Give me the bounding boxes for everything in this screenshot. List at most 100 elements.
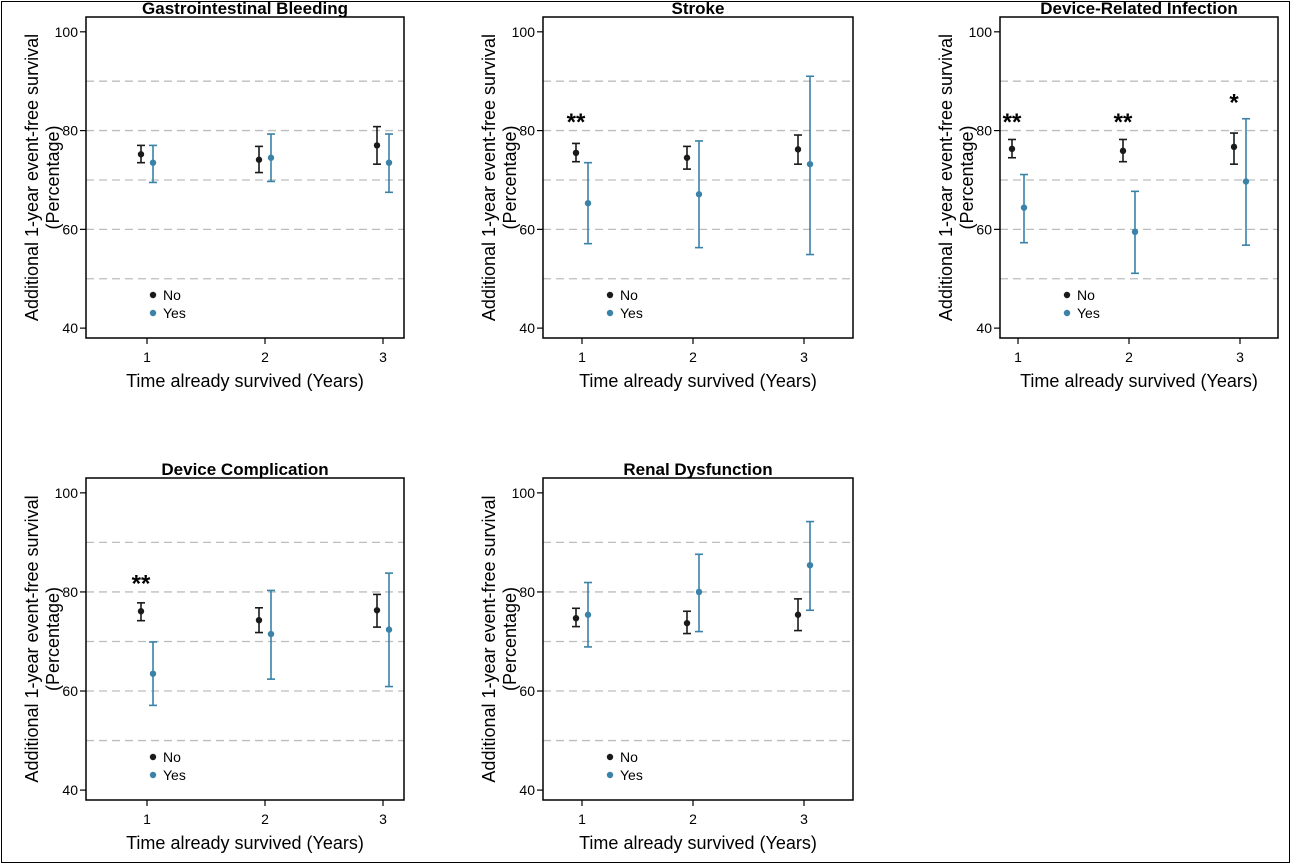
- x-tick-label: 1: [578, 811, 586, 827]
- plot-frame: [542, 477, 854, 801]
- chart-title: Device-Related Infection: [1040, 0, 1237, 18]
- x-tick-label: 3: [800, 349, 808, 365]
- legend-label: No: [620, 749, 638, 765]
- significance-marker: **: [567, 109, 586, 136]
- x-tick-label: 3: [1236, 349, 1244, 365]
- data-point: [695, 588, 703, 596]
- y-tick-label: 80: [976, 123, 992, 139]
- chart-title: Device Complication: [161, 460, 328, 479]
- y-tick-label: 100: [512, 24, 536, 40]
- data-point: [385, 159, 393, 166]
- significance-marker: **: [1114, 109, 1133, 136]
- y-tick-label: 80: [519, 123, 535, 139]
- legend-marker: [149, 309, 157, 317]
- y-axis-label: Additional 1-year event-free survival: [479, 495, 499, 782]
- y-tick-label: 40: [62, 782, 78, 798]
- y-tick-label: 40: [62, 320, 78, 336]
- y-tick-label: 80: [62, 123, 78, 139]
- legend-marker: [606, 309, 614, 317]
- legend-label: Yes: [1077, 305, 1100, 321]
- chart-panel: 40 60 80 100 1 2 3 Renal Dysfunction Time alread…: [479, 460, 854, 853]
- legend-label: Yes: [620, 767, 643, 783]
- y-tick-label: 100: [969, 24, 993, 40]
- y-axis-label: Additional 1-year event-free survival: [479, 34, 499, 321]
- y-axis-label: Additional 1-year event-free survival: [22, 495, 42, 782]
- y-axis-label-line2: (Percentage): [957, 125, 977, 229]
- data-point: [1020, 204, 1028, 211]
- x-tick-label: 1: [143, 811, 151, 827]
- y-axis-label-line2: (Percentage): [43, 587, 63, 691]
- data-point: [137, 151, 145, 158]
- y-axis-label: Additional 1-year event-free survival: [936, 34, 956, 321]
- data-point: [794, 611, 802, 618]
- legend-label: No: [1077, 287, 1095, 303]
- x-tick-label: 2: [689, 811, 697, 827]
- significance-marker: **: [1003, 109, 1022, 136]
- x-axis-label: Time already survived (Years): [126, 371, 364, 391]
- legend-marker: [1063, 291, 1071, 299]
- y-tick-label: 40: [976, 320, 992, 336]
- legend-label: Yes: [163, 305, 186, 321]
- data-point: [149, 159, 157, 166]
- y-tick-label: 100: [55, 24, 79, 40]
- data-point: [1230, 143, 1238, 151]
- y-tick-label: 40: [519, 320, 535, 336]
- x-tick-label: 1: [143, 349, 151, 365]
- chart-title: Stroke: [672, 0, 725, 18]
- x-axis-label: Time already survived (Years): [579, 371, 817, 391]
- chart-title: Renal Dysfunction: [623, 460, 772, 479]
- x-tick-label: 1: [578, 349, 586, 365]
- data-point: [584, 199, 592, 207]
- data-point: [683, 619, 691, 627]
- significance-marker: *: [1229, 90, 1239, 117]
- x-axis-label: Time already survived (Years): [126, 833, 364, 853]
- y-axis-label-line2: (Percentage): [500, 125, 520, 229]
- data-point: [1119, 147, 1127, 155]
- data-point: [385, 626, 393, 633]
- x-tick-label: 1: [1014, 349, 1022, 365]
- plot-frame: [999, 16, 1279, 339]
- y-tick-label: 60: [519, 683, 535, 699]
- x-tick-label: 2: [689, 349, 697, 365]
- legend-marker: [606, 771, 614, 779]
- y-tick-label: 60: [62, 221, 78, 237]
- data-point: [1131, 228, 1139, 236]
- data-point: [584, 611, 592, 618]
- legend-marker: [606, 291, 614, 299]
- y-tick-label: 80: [62, 584, 78, 600]
- legend-marker: [149, 291, 157, 299]
- x-tick-label: 2: [261, 811, 269, 827]
- data-point: [806, 561, 814, 569]
- y-axis-label-line2: (Percentage): [43, 125, 63, 229]
- legend-marker: [149, 753, 157, 761]
- chart-panel: 40 60 80 100 1 2 3 Device Complication Time alre…: [22, 460, 405, 853]
- chart-title: Gastrointestinal Bleeding: [142, 0, 348, 18]
- legend-label: No: [163, 749, 181, 765]
- x-tick-label: 2: [261, 349, 269, 365]
- significance-marker: **: [132, 570, 151, 597]
- data-point: [1008, 145, 1016, 153]
- legend-marker: [1063, 309, 1071, 317]
- plot-frame: [85, 16, 405, 339]
- y-axis-label: Additional 1-year event-free survival: [22, 34, 42, 321]
- data-point: [695, 191, 703, 198]
- x-axis-label: Time already survived (Years): [1020, 371, 1258, 391]
- data-point: [806, 160, 814, 168]
- data-point: [373, 142, 381, 149]
- data-point: [572, 149, 580, 157]
- y-tick-label: 100: [512, 485, 536, 501]
- y-tick-label: 100: [55, 485, 79, 501]
- x-axis-label: Time already survived (Years): [579, 833, 817, 853]
- legend-label: No: [620, 287, 638, 303]
- chart-panel: 40 60 80 100 1 2 3 Stroke Time already survived …: [479, 0, 854, 391]
- legend-label: Yes: [620, 305, 643, 321]
- y-tick-label: 60: [519, 221, 535, 237]
- data-point: [149, 670, 157, 677]
- legend-marker: [606, 753, 614, 761]
- chart-panel: 40 60 80 100 1 2 3 Gastrointestinal Bleeding Tim…: [22, 0, 405, 391]
- data-point: [267, 630, 275, 638]
- legend-label: No: [163, 287, 181, 303]
